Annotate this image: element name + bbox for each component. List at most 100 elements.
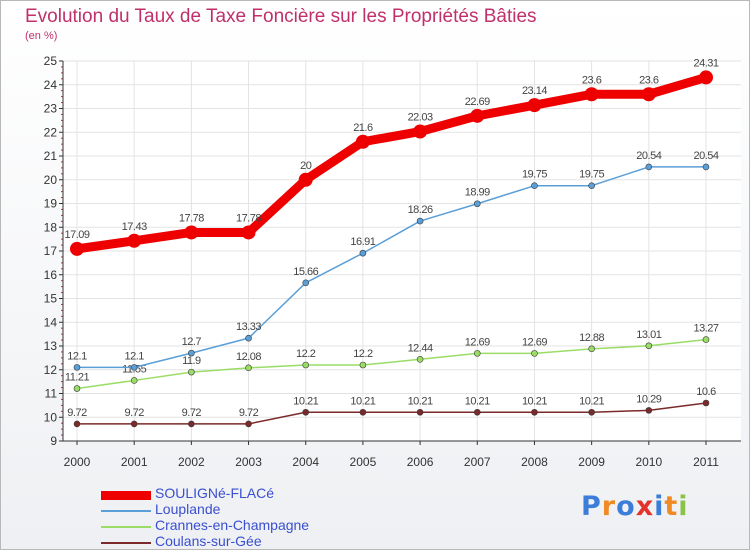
data-label: 10.29 (636, 393, 661, 405)
data-label: 9.72 (239, 407, 259, 419)
data-label: 10.21 (465, 395, 490, 407)
data-point (588, 182, 595, 189)
data-label: 13.33 (236, 321, 261, 333)
series-line-3 (76, 402, 707, 425)
x-tick-label: 2000 (64, 455, 91, 469)
data-label: 23.6 (639, 74, 659, 86)
data-point (188, 420, 195, 428)
logo-letter: i (654, 491, 665, 522)
legend-swatch (101, 510, 151, 512)
data-label: 12.44 (408, 342, 433, 354)
data-label: 19.75 (579, 169, 604, 181)
legend-swatch (101, 490, 151, 500)
x-tick-label: 2010 (635, 455, 662, 469)
data-point (702, 336, 710, 343)
data-point (184, 225, 199, 240)
x-tick-label: 2008 (521, 455, 548, 469)
data-label: 11.9 (182, 355, 201, 367)
y-tick-label: 19 (44, 197, 58, 211)
x-tick-label: 2003 (235, 455, 262, 469)
data-point (302, 279, 310, 287)
data-point (416, 217, 424, 225)
y-tick-label: 22 (44, 125, 58, 139)
data-label: 9.72 (124, 407, 144, 419)
data-point (188, 349, 195, 357)
logo-letter: P (581, 491, 602, 522)
data-point (355, 134, 370, 149)
y-tick-label: 24 (44, 78, 58, 92)
data-point (245, 334, 252, 342)
data-point (702, 163, 710, 171)
legend-label: Coulans-sur-Gée (155, 533, 262, 549)
y-tick-label: 13 (44, 339, 58, 353)
data-label: 17.78 (236, 212, 261, 224)
data-label: 24.31 (693, 57, 718, 69)
data-point (298, 172, 313, 187)
y-tick-label: 16 (44, 268, 58, 282)
data-label: 10.21 (293, 395, 318, 407)
data-point (70, 241, 84, 256)
data-point (130, 364, 138, 371)
data-label: 9.72 (182, 407, 202, 419)
data-label: 13.01 (636, 329, 661, 341)
data-label: 10.6 (696, 386, 716, 398)
data-label: 10.21 (522, 395, 547, 407)
data-point (473, 200, 481, 208)
series-line-2 (76, 338, 707, 390)
data-label: 17.43 (122, 221, 147, 233)
y-tick-label: 21 (44, 149, 58, 163)
data-point (645, 163, 653, 171)
logo-letter: x (635, 491, 655, 522)
data-label: 10.21 (408, 395, 433, 407)
data-label: 9.72 (67, 407, 87, 419)
x-tick-label: 2007 (464, 455, 491, 469)
y-tick-label: 18 (44, 220, 58, 234)
data-label: 12.69 (522, 336, 547, 348)
data-label: 10.21 (350, 395, 375, 407)
data-point (245, 364, 252, 372)
legend-label: Louplande (155, 501, 221, 517)
data-label: 13.27 (693, 323, 718, 335)
data-point (645, 407, 653, 414)
data-point (531, 350, 538, 357)
logo-letter: o (616, 491, 636, 522)
data-point (531, 182, 538, 189)
logo-letter: i (678, 491, 689, 522)
data-label: 21.6 (353, 122, 373, 134)
data-label: 18.26 (408, 204, 433, 216)
data-point (531, 408, 538, 416)
data-label: 23.6 (582, 74, 602, 86)
series-line-1 (76, 166, 707, 369)
y-tick-label: 25 (44, 54, 58, 68)
x-tick-label: 2006 (407, 455, 434, 469)
data-point (302, 408, 310, 416)
y-tick-label: 23 (44, 102, 58, 116)
data-label: 12.2 (296, 348, 316, 360)
data-label: 12.1 (67, 350, 87, 362)
data-label: 12.2 (353, 348, 373, 360)
data-label: 18.99 (465, 187, 490, 199)
data-point (73, 364, 81, 371)
data-label: 11.21 (65, 372, 90, 384)
data-point (359, 408, 367, 416)
data-point (245, 420, 252, 428)
chart-title: Evolution du Taux de Taxe Foncière sur l… (25, 6, 537, 27)
data-label: 17.09 (64, 229, 89, 241)
data-label: 22.03 (408, 112, 433, 124)
data-point (470, 108, 485, 123)
data-label: 20.54 (693, 150, 718, 162)
x-tick-label: 2011 (693, 455, 719, 469)
data-label: 12.69 (465, 336, 490, 348)
data-label: 20.54 (636, 150, 661, 162)
data-point (588, 408, 595, 416)
x-tick-label: 2001 (121, 455, 148, 469)
x-tick-label: 2002 (178, 455, 205, 469)
data-label: 12.7 (182, 336, 202, 348)
data-point (73, 385, 81, 392)
data-point (416, 355, 424, 363)
data-point (473, 350, 481, 357)
data-label: 12.88 (579, 332, 604, 344)
y-tick-label: 10 (44, 410, 58, 424)
data-point (413, 124, 428, 139)
